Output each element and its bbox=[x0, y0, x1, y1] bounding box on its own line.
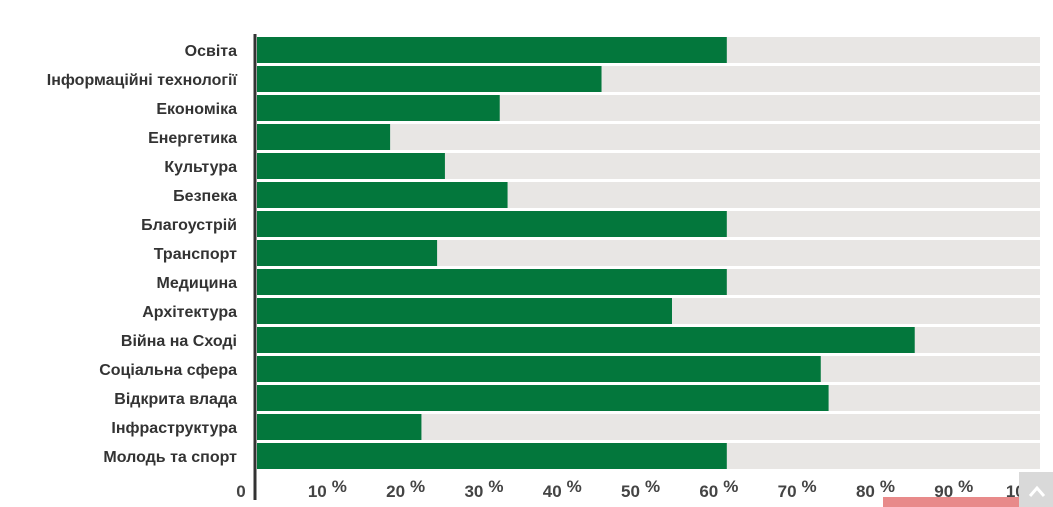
bar bbox=[257, 37, 727, 63]
chevron-up-icon bbox=[1028, 485, 1046, 497]
bars bbox=[257, 37, 915, 469]
category-label: Благоустрій bbox=[141, 217, 237, 234]
bar bbox=[257, 298, 672, 324]
x-tick-percent-sign: % bbox=[567, 477, 582, 496]
bar bbox=[257, 153, 445, 179]
bar bbox=[257, 327, 915, 353]
x-tick-percent-sign: % bbox=[723, 477, 738, 496]
bar bbox=[257, 182, 508, 208]
bar bbox=[257, 269, 727, 295]
x-tick-percent-sign: % bbox=[645, 477, 660, 496]
x-tick-label: 20 bbox=[386, 482, 405, 501]
category-label: Безпека bbox=[173, 188, 237, 205]
category-labels: Освіта Інформаційні технології Економіка Ен… bbox=[47, 43, 238, 466]
x-tick-percent-sign: % bbox=[802, 477, 817, 496]
bar bbox=[257, 414, 422, 440]
x-tick-percent-sign: % bbox=[488, 477, 503, 496]
x-tick-label: 10 bbox=[308, 482, 327, 501]
category-label: Економіка bbox=[156, 101, 237, 118]
category-label: Молодь та спорт bbox=[103, 449, 237, 466]
bar bbox=[257, 385, 829, 411]
x-tick-label: 30 bbox=[464, 482, 483, 501]
x-tick-percent-sign: % bbox=[880, 477, 895, 496]
bar bbox=[257, 66, 602, 92]
x-tick-percent-sign: % bbox=[332, 477, 347, 496]
x-tick-label: 50 bbox=[621, 482, 640, 501]
category-label: Енергетика bbox=[148, 130, 237, 147]
category-label: Транспорт bbox=[154, 246, 237, 263]
overlay-red-strip bbox=[883, 497, 1033, 507]
category-label: Медицина bbox=[157, 275, 238, 292]
category-label: Соціальна сфера bbox=[99, 362, 237, 379]
bar bbox=[257, 240, 438, 266]
category-label: Архітектура bbox=[142, 304, 237, 321]
x-tick-label: 80 bbox=[856, 482, 875, 501]
category-label: Інфраструктура bbox=[111, 420, 237, 437]
category-label: Освіта bbox=[185, 43, 237, 60]
x-tick-label: 60 bbox=[699, 482, 718, 501]
category-label: Війна на Сході bbox=[121, 333, 237, 350]
x-tick-label: 40 bbox=[543, 482, 562, 501]
category-label: Культура bbox=[164, 159, 237, 176]
corner-overlays bbox=[883, 472, 1053, 507]
bar bbox=[257, 95, 500, 121]
bar bbox=[257, 124, 391, 150]
category-label: Відкрита влада bbox=[114, 391, 237, 408]
category-label: Інформаційні технології bbox=[47, 72, 238, 89]
x-tick-label: 90 bbox=[934, 482, 953, 501]
x-tick-percent-sign: % bbox=[410, 477, 425, 496]
bar bbox=[257, 443, 727, 469]
x-tick-label: 0 bbox=[236, 482, 245, 501]
bar bbox=[257, 356, 821, 382]
bar bbox=[257, 211, 727, 237]
x-tick-percent-sign: % bbox=[958, 477, 973, 496]
x-tick-label: 70 bbox=[778, 482, 797, 501]
x-axis-tick-labels: 010%20%30%40%50%60%70%80%90%100 bbox=[236, 477, 1034, 501]
